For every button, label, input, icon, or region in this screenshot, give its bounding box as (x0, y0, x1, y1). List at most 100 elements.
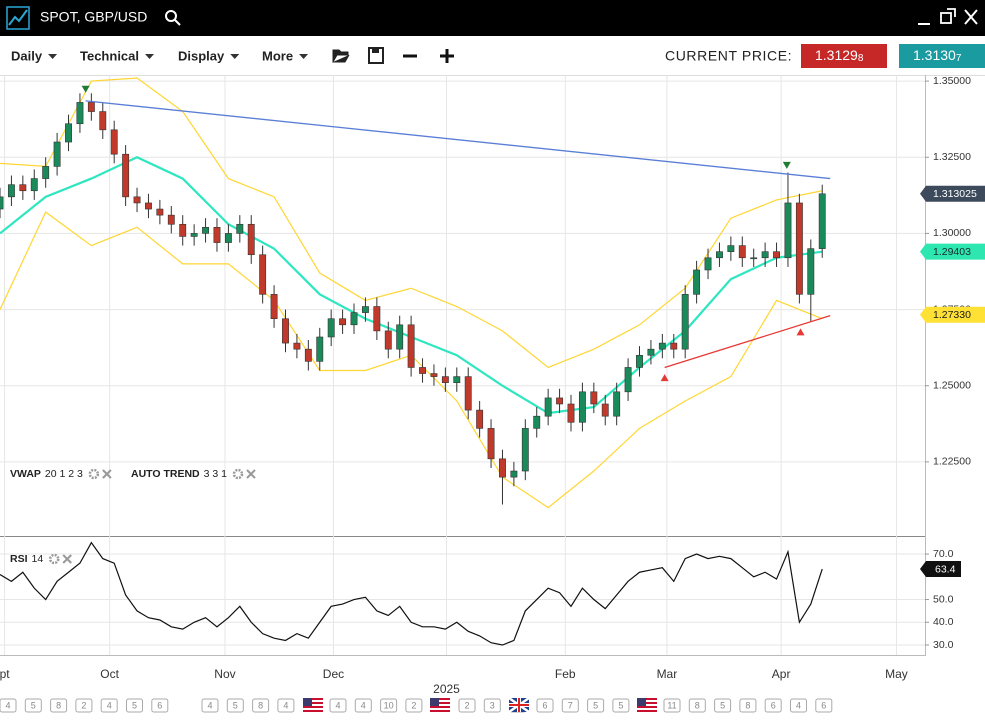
event-icon[interactable] (329, 698, 347, 713)
event-icon[interactable] (790, 698, 807, 713)
event-icon[interactable] (151, 698, 169, 713)
candle-body (464, 376, 472, 411)
candle-body (339, 318, 347, 326)
candle-body (133, 196, 141, 204)
event-icon-label: 8 (56, 700, 61, 710)
event-icon-label: 2 (464, 700, 469, 710)
candle-body (613, 391, 621, 417)
candle-body (441, 376, 449, 383)
event-icon[interactable] (561, 698, 579, 713)
candle-body (76, 102, 84, 125)
candle-body (556, 397, 564, 405)
indicator-remove[interactable] (102, 469, 112, 479)
x-tick-label: Nov (214, 667, 235, 681)
bid-button[interactable] (801, 44, 887, 68)
event-icon[interactable] (688, 698, 706, 713)
event-icon[interactable] (764, 698, 782, 713)
event-icon[interactable] (815, 698, 833, 713)
event-icon-label: 4 (5, 700, 10, 710)
candle-body (87, 102, 95, 112)
candle-body (0, 196, 4, 210)
event-icon[interactable] (277, 698, 295, 713)
flag-icon (637, 702, 657, 704)
y-tick-label: 30.0 (933, 639, 954, 651)
toolbar-menu[interactable]: More (262, 48, 293, 63)
y-tick-label: 1.25000 (933, 380, 971, 392)
menu-caret (299, 54, 309, 59)
candle-body (624, 367, 632, 393)
ask-button[interactable] (899, 44, 985, 68)
event-icon[interactable] (405, 698, 423, 713)
candle-body (499, 458, 506, 478)
indicator-settings[interactable] (232, 468, 244, 480)
event-icon[interactable] (226, 698, 244, 713)
popout-button[interactable] (940, 8, 956, 24)
indicator-params: 3 3 1 (204, 468, 228, 480)
event-icon[interactable] (100, 698, 118, 713)
event-icon-label: 5 (618, 700, 623, 710)
candle-body (533, 415, 541, 429)
candle-body (658, 342, 666, 350)
flag-icon (430, 710, 450, 712)
event-icon-label: 6 (771, 700, 776, 710)
event-icon[interactable] (714, 698, 732, 713)
flag-icon (303, 698, 312, 706)
event-icon[interactable] (612, 698, 630, 713)
candle-body (122, 153, 130, 198)
close-button[interactable] (964, 9, 978, 25)
event-icon[interactable] (458, 698, 476, 713)
event-icon[interactable] (126, 698, 143, 713)
event-icon[interactable] (587, 698, 605, 713)
candle-body (670, 342, 678, 350)
candle-body (167, 214, 175, 225)
indicator-settings[interactable] (48, 553, 60, 565)
bid-main: 1.3129 (815, 47, 858, 63)
flag-icon (303, 698, 323, 700)
bid-pip: 8 (858, 53, 864, 64)
candle-body (578, 391, 586, 423)
event-icon[interactable] (75, 698, 93, 713)
candle-body (396, 324, 404, 350)
event-icon[interactable] (536, 698, 554, 713)
indicator-settings[interactable] (88, 468, 100, 480)
event-icon[interactable] (663, 698, 681, 713)
event-icon[interactable] (50, 698, 68, 713)
toolbar-menu[interactable]: Display (178, 48, 225, 63)
open-button[interactable] (332, 49, 350, 63)
candle-body (521, 428, 529, 472)
candle-body (693, 269, 701, 295)
search-button[interactable] (165, 10, 181, 26)
event-icon-label: 8 (745, 700, 750, 710)
event-icon[interactable] (24, 698, 42, 713)
event-icon[interactable] (354, 698, 372, 713)
menu-caret (145, 54, 155, 59)
flag-icon (430, 706, 450, 708)
event-icon[interactable] (201, 698, 219, 713)
remove-icon (246, 469, 256, 479)
candle-body (761, 251, 769, 259)
toolbar-menu[interactable]: Daily (11, 48, 43, 63)
event-icon[interactable] (483, 698, 501, 713)
event-icon-label: 3 (490, 700, 495, 710)
zoom-in-button[interactable] (440, 49, 454, 63)
event-icon[interactable] (739, 698, 757, 713)
event-icon-label: 5 (720, 700, 725, 710)
event-icon[interactable] (252, 698, 270, 713)
candle-body (453, 376, 461, 383)
price-label-bg (920, 185, 985, 202)
candle-body (30, 178, 38, 192)
candle-body (647, 348, 655, 356)
indicator-remove[interactable] (62, 554, 72, 564)
bid-price: 1.31298 (815, 47, 864, 64)
indicator-name: AUTO TREND (131, 468, 200, 480)
event-icon[interactable] (0, 698, 17, 713)
event-icon-label: 6 (157, 700, 162, 710)
indicator-remove[interactable] (246, 469, 256, 479)
candle-body (361, 306, 369, 313)
y-tick-label: 1.30000 (933, 227, 971, 239)
save-button[interactable] (368, 47, 384, 64)
toolbar-menu[interactable]: Technical (80, 48, 139, 63)
candle-body (53, 141, 61, 167)
event-icon[interactable] (380, 698, 398, 713)
candle-body (807, 248, 815, 295)
